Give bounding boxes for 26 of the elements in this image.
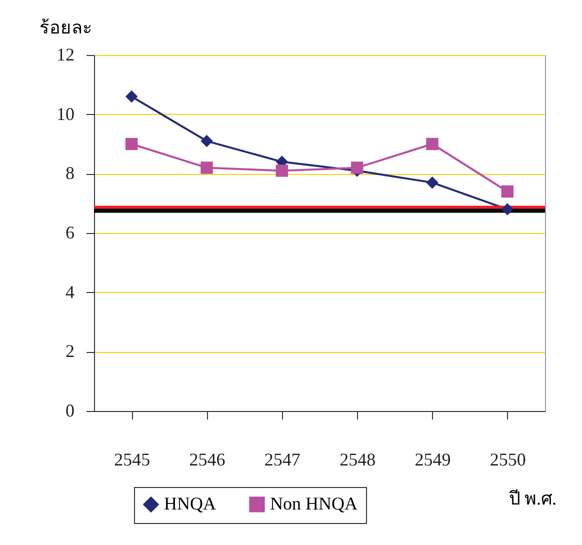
y-axis-title: ร้อยละ bbox=[40, 18, 92, 38]
x-axis-title: ปี พ.ศ. bbox=[509, 488, 556, 508]
y-tick-label: 8 bbox=[66, 163, 74, 184]
point bbox=[125, 138, 138, 150]
point bbox=[426, 138, 438, 150]
point bbox=[501, 203, 514, 216]
y-tick-label: 6 bbox=[66, 222, 74, 242]
legend-label: Non HNQA bbox=[270, 493, 358, 514]
point bbox=[426, 176, 438, 189]
x-tick-label: 2549 bbox=[414, 450, 451, 470]
point bbox=[200, 134, 213, 148]
point bbox=[276, 164, 288, 177]
x-tick-label: 2546 bbox=[189, 450, 226, 470]
x-tick-label: 2545 bbox=[114, 450, 150, 470]
x-tick-label: 2548 bbox=[340, 450, 376, 470]
x-tick-label: 2547 bbox=[264, 450, 300, 470]
point bbox=[200, 162, 213, 174]
y-tick-label: 10 bbox=[56, 104, 74, 124]
x-tick-label: 2550 bbox=[490, 450, 526, 470]
legend-label: HNQA bbox=[164, 493, 216, 514]
y-tick-label: 12 bbox=[56, 44, 74, 64]
y-tick-label: 0 bbox=[66, 400, 74, 420]
point bbox=[501, 185, 514, 198]
point bbox=[125, 90, 138, 103]
y-tick-label: 4 bbox=[66, 282, 74, 302]
y-tick-label: 2 bbox=[66, 341, 74, 362]
